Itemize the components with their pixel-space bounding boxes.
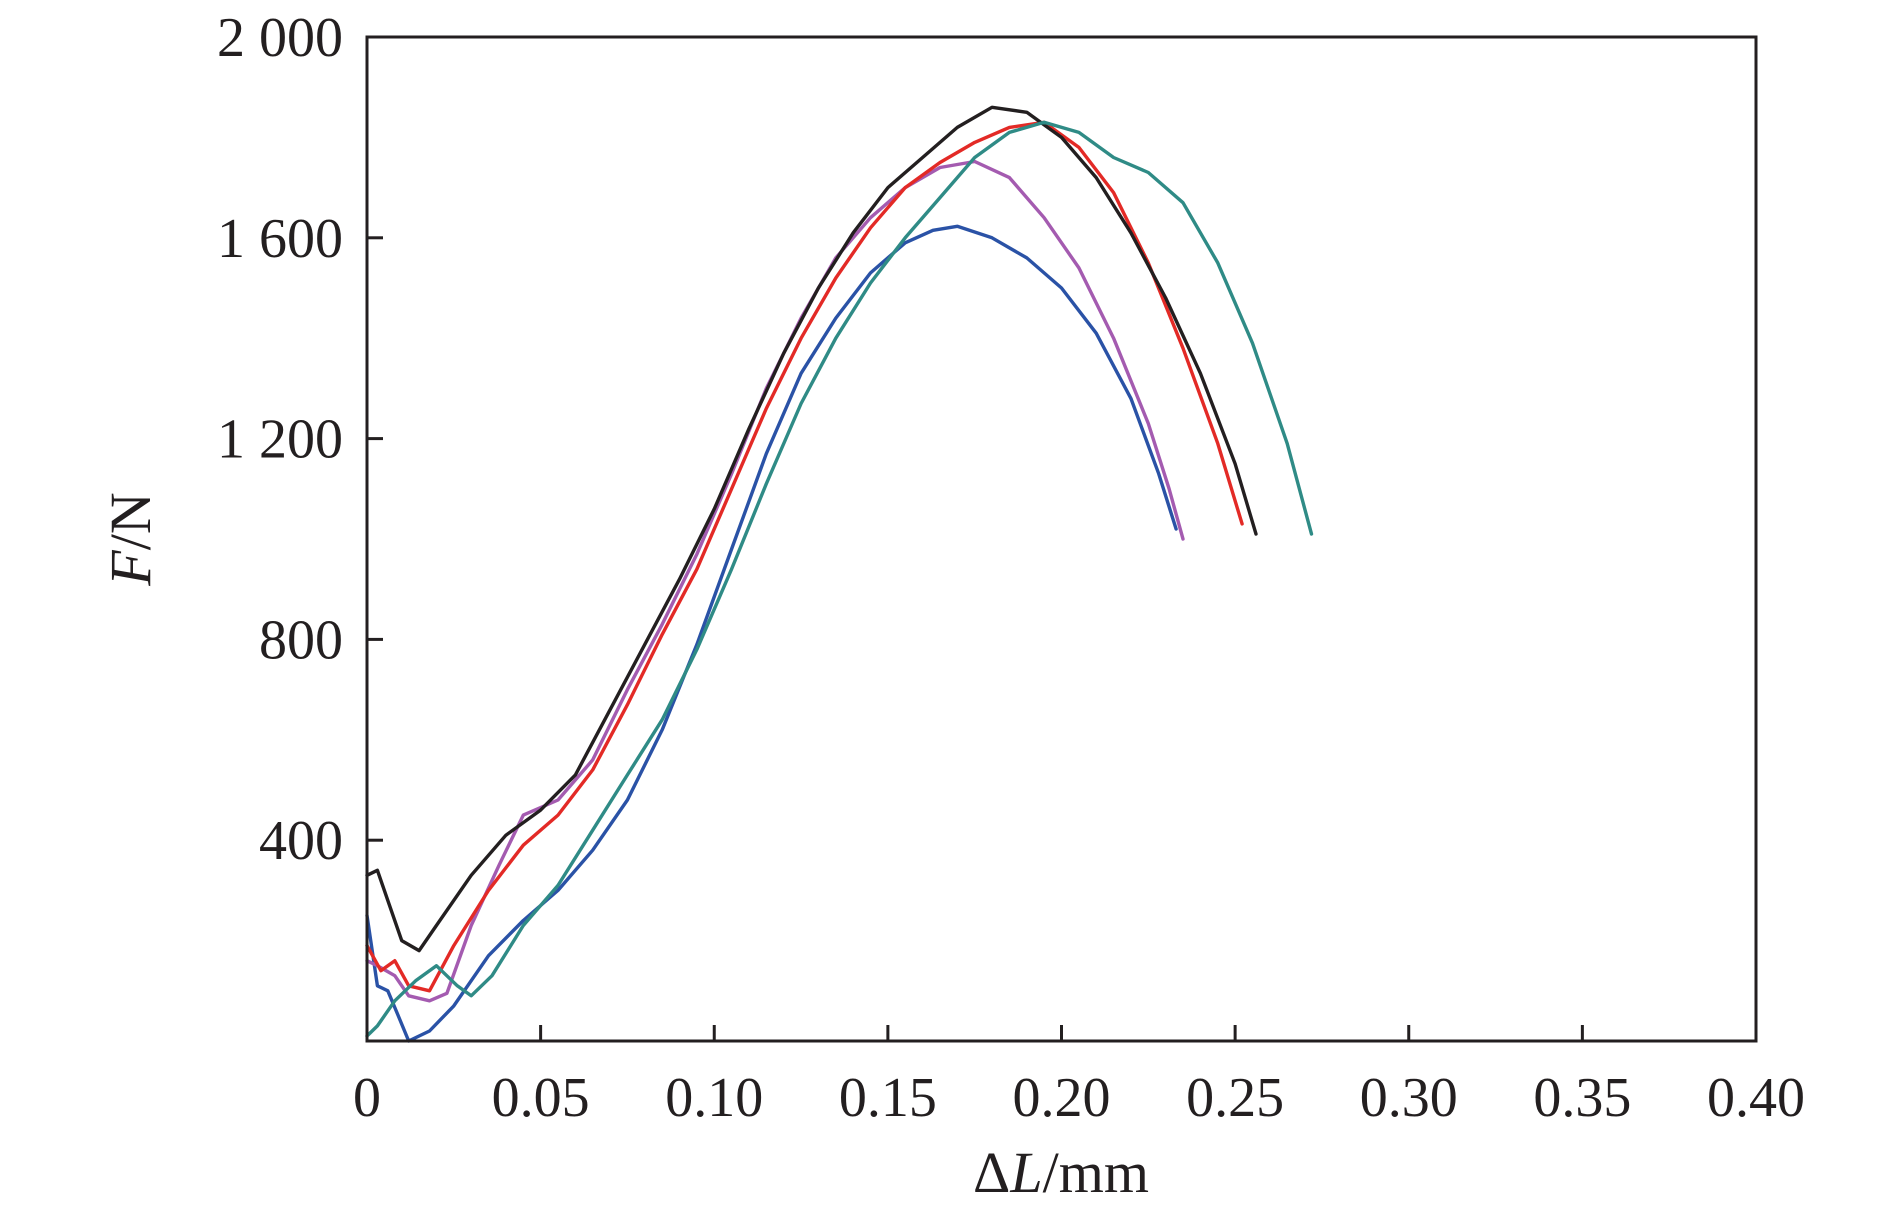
series-layer xyxy=(365,105,1314,1043)
y-axis-title: F/N xyxy=(98,492,163,586)
x-tick-label: 0.10 xyxy=(665,1067,763,1129)
x-axis-title-unit: /mm xyxy=(1043,1140,1149,1205)
x-tick-label: 0.20 xyxy=(1013,1067,1111,1129)
x-tick-label: 0 xyxy=(353,1067,381,1129)
x-tick-label: 0.05 xyxy=(492,1067,590,1129)
x-tick-label: 0.15 xyxy=(839,1067,937,1129)
x-axis-title: ΔL/mm xyxy=(973,1140,1149,1205)
series-line-3 xyxy=(365,120,1244,993)
x-tick-label: 0.40 xyxy=(1707,1067,1805,1129)
series-line-4 xyxy=(365,105,1258,953)
series-line-5 xyxy=(365,120,1314,1038)
x-axis-ticks: 0 0.05 0.10 0.15 0.20 0.25 0.30 0.35 0.40 xyxy=(353,1025,1805,1129)
y-tick-label: 800 xyxy=(259,609,343,671)
y-axis-title-variable: F xyxy=(98,550,163,587)
y-axis-title-unit: /N xyxy=(98,492,163,550)
y-tick-label: 1 200 xyxy=(217,409,343,471)
y-tick-label: 400 xyxy=(259,810,343,872)
y-axis-ticks: 400 800 1 200 1 600 2 000 xyxy=(217,7,383,872)
x-tick-label: 0.35 xyxy=(1533,1067,1631,1129)
y-tick-label: 1 600 xyxy=(217,208,343,270)
series-line-1 xyxy=(365,224,1178,1043)
series-line-2 xyxy=(365,159,1185,1003)
plot-frame xyxy=(365,35,1758,1043)
y-tick-label: 2 000 xyxy=(217,7,343,69)
x-tick-label: 0.30 xyxy=(1360,1067,1458,1129)
x-axis-title-variable: L xyxy=(1009,1140,1042,1205)
x-tick-label: 0.25 xyxy=(1186,1067,1284,1129)
x-axis-title-prefix: Δ xyxy=(973,1140,1010,1205)
